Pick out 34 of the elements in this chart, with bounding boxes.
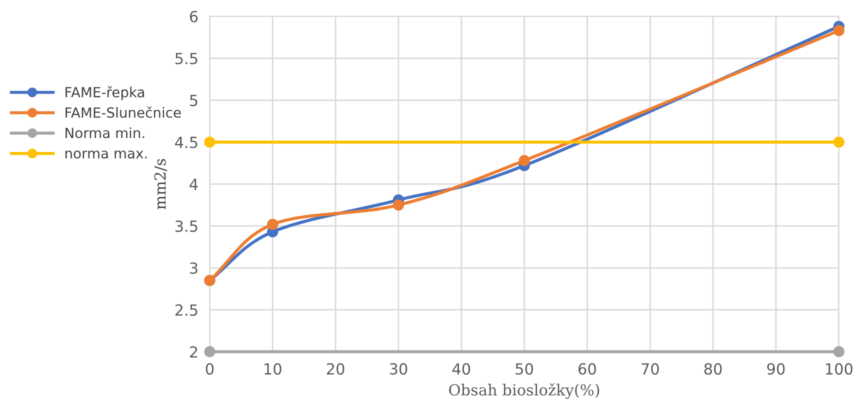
point bbox=[392, 199, 404, 211]
point bbox=[518, 155, 530, 166]
x-tick-label: 50 bbox=[516, 363, 534, 375]
point bbox=[833, 25, 844, 36]
x-axis-title: Obsah biosložky(%) bbox=[449, 383, 600, 399]
x-tick-label: 20 bbox=[326, 363, 344, 375]
y-axis-title: mm2/s bbox=[154, 158, 167, 210]
x-tick-label: 30 bbox=[390, 363, 408, 375]
legend-label: norma max. bbox=[65, 150, 147, 159]
y-tick-label: 3.5 bbox=[175, 220, 198, 232]
y-tick-label: 5 bbox=[190, 94, 198, 106]
y-tick-label: 5.5 bbox=[175, 52, 198, 64]
legend-label: Norma min. bbox=[66, 127, 144, 138]
x-tick-label: 90 bbox=[767, 363, 785, 375]
y-tick-label: 4.5 bbox=[175, 136, 198, 148]
y-tick-label: 2.5 bbox=[175, 304, 198, 316]
y-tick-label: 4 bbox=[190, 178, 198, 190]
x-tick-label: 40 bbox=[452, 363, 470, 375]
legend-label: FAME-Slunečnice bbox=[66, 106, 181, 118]
x-tick-label: 80 bbox=[704, 363, 722, 375]
x-tick-label: 0 bbox=[206, 363, 214, 375]
x-tick-label: 60 bbox=[578, 363, 596, 375]
point bbox=[204, 346, 216, 358]
x-tick-label: 70 bbox=[642, 363, 659, 375]
point bbox=[833, 346, 844, 358]
point bbox=[204, 136, 216, 148]
x-tick-label: 100 bbox=[826, 363, 852, 375]
legend-label: FAME-řepka bbox=[66, 86, 144, 100]
y-tick-label: 2 bbox=[190, 346, 198, 358]
point bbox=[267, 218, 278, 230]
y-tick-label: 6 bbox=[190, 10, 198, 22]
point bbox=[833, 136, 844, 148]
y-tick-label: 3 bbox=[190, 262, 198, 274]
x-tick-label: 10 bbox=[264, 363, 282, 375]
